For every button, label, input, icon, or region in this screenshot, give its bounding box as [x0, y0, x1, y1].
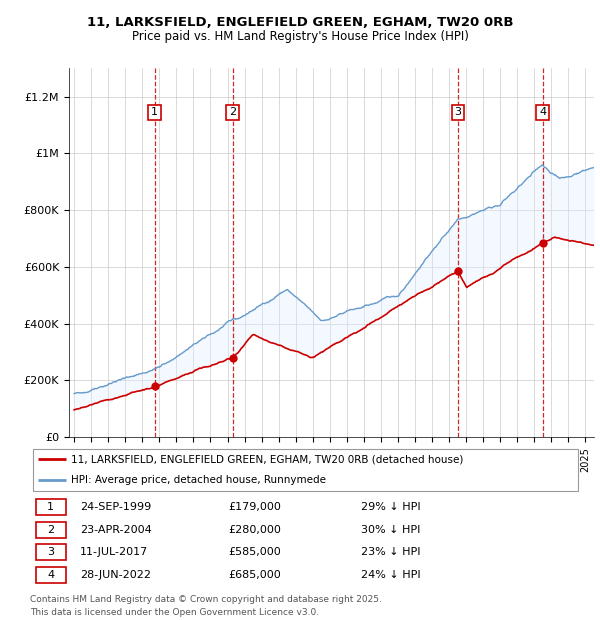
Text: £585,000: £585,000	[229, 547, 281, 557]
Text: 4: 4	[539, 107, 546, 117]
Text: 28-JUN-2022: 28-JUN-2022	[80, 570, 151, 580]
Text: £179,000: £179,000	[229, 502, 281, 512]
FancyBboxPatch shape	[35, 521, 66, 538]
Text: 11-JUL-2017: 11-JUL-2017	[80, 547, 148, 557]
FancyBboxPatch shape	[35, 499, 66, 515]
Text: 30% ↓ HPI: 30% ↓ HPI	[361, 525, 421, 534]
Text: 3: 3	[47, 547, 54, 557]
Text: 24% ↓ HPI: 24% ↓ HPI	[361, 570, 421, 580]
Text: £280,000: £280,000	[229, 525, 281, 534]
Text: 23-APR-2004: 23-APR-2004	[80, 525, 151, 534]
Text: 1: 1	[151, 107, 158, 117]
Text: 2: 2	[229, 107, 236, 117]
Text: 11, LARKSFIELD, ENGLEFIELD GREEN, EGHAM, TW20 0RB (detached house): 11, LARKSFIELD, ENGLEFIELD GREEN, EGHAM,…	[71, 454, 464, 464]
Text: 11, LARKSFIELD, ENGLEFIELD GREEN, EGHAM, TW20 0RB: 11, LARKSFIELD, ENGLEFIELD GREEN, EGHAM,…	[87, 16, 513, 29]
Text: Price paid vs. HM Land Registry's House Price Index (HPI): Price paid vs. HM Land Registry's House …	[131, 30, 469, 43]
Text: 29% ↓ HPI: 29% ↓ HPI	[361, 502, 421, 512]
Text: 24-SEP-1999: 24-SEP-1999	[80, 502, 151, 512]
Text: This data is licensed under the Open Government Licence v3.0.: This data is licensed under the Open Gov…	[30, 608, 319, 617]
Text: 3: 3	[455, 107, 461, 117]
FancyBboxPatch shape	[35, 567, 66, 583]
FancyBboxPatch shape	[35, 544, 66, 560]
FancyBboxPatch shape	[33, 449, 578, 490]
Text: 1: 1	[47, 502, 54, 512]
Text: £685,000: £685,000	[229, 570, 281, 580]
Text: 4: 4	[47, 570, 54, 580]
Text: 2: 2	[47, 525, 54, 534]
Text: 23% ↓ HPI: 23% ↓ HPI	[361, 547, 421, 557]
Text: Contains HM Land Registry data © Crown copyright and database right 2025.: Contains HM Land Registry data © Crown c…	[30, 595, 382, 604]
Text: HPI: Average price, detached house, Runnymede: HPI: Average price, detached house, Runn…	[71, 475, 326, 485]
